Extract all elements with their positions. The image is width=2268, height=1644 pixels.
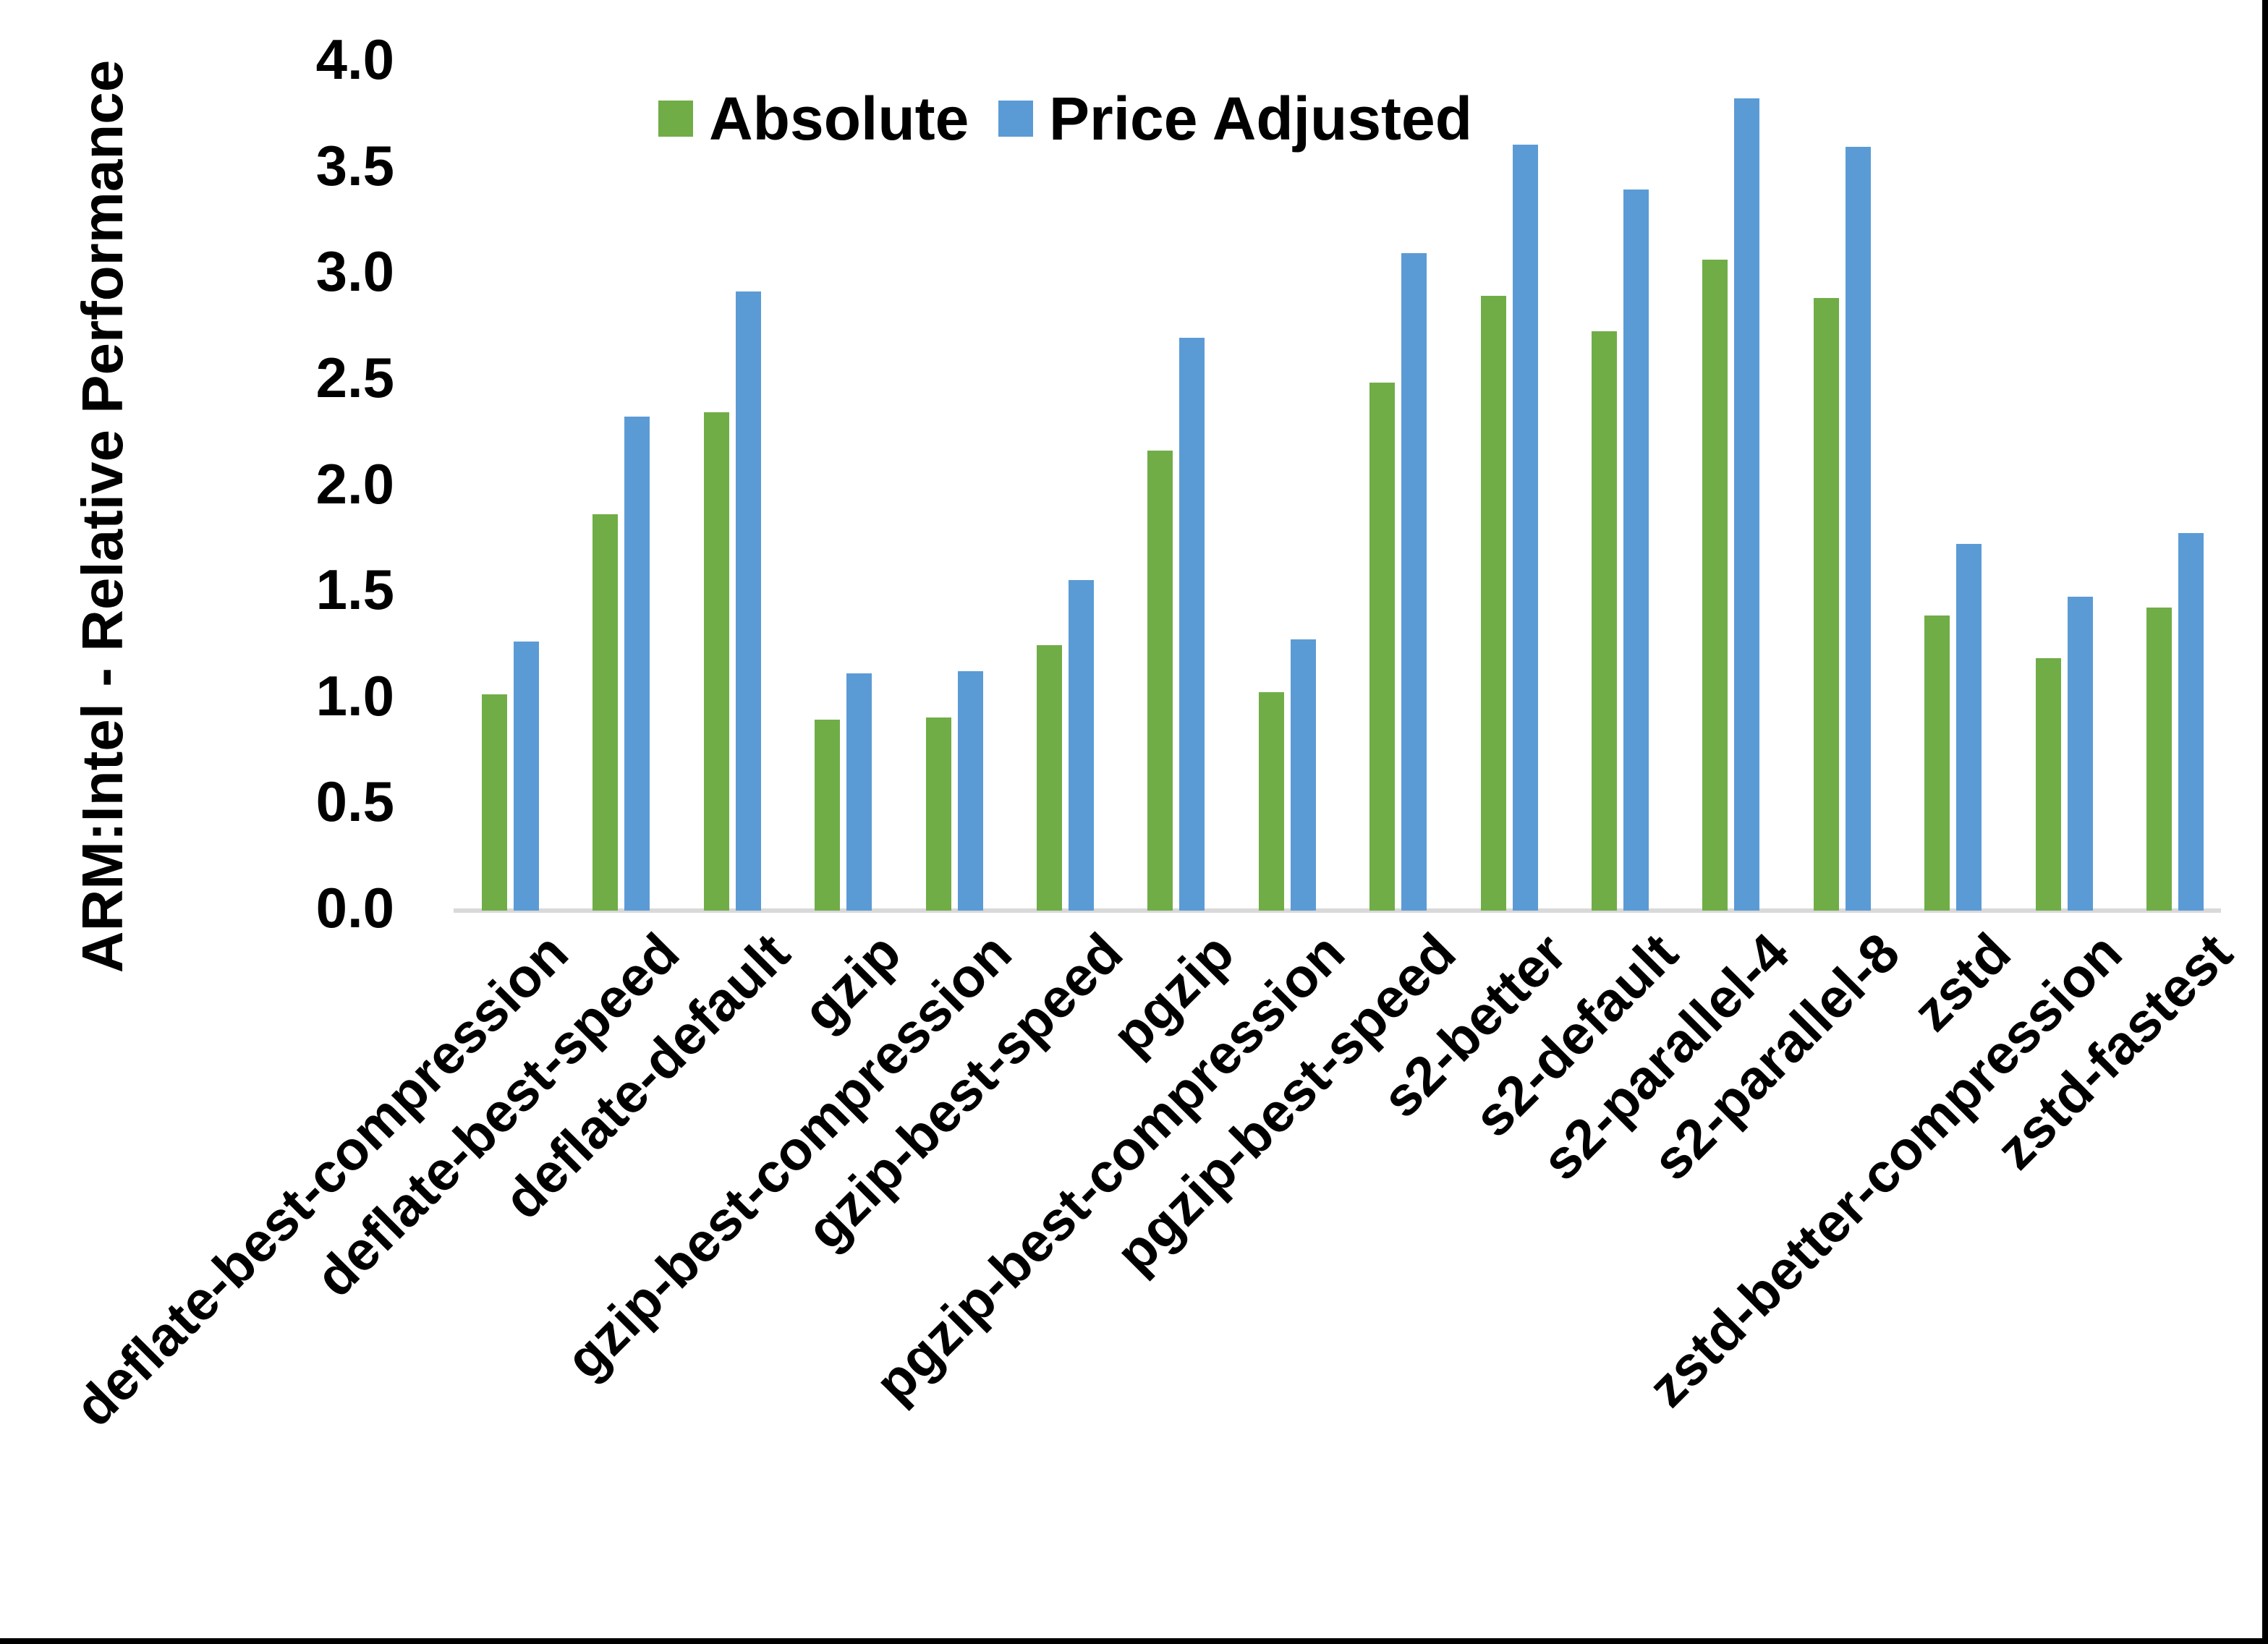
bar-absolute-zstd-better-compression	[2036, 658, 2061, 911]
bar-price-adjusted-pgzip	[1179, 338, 1205, 911]
frame-right-edge	[2262, 0, 2268, 1644]
y-tick-label: 0.0	[315, 875, 394, 940]
bar-absolute-gzip	[815, 720, 840, 911]
bar-price-adjusted-zstd-better-compression	[2068, 597, 2093, 911]
bar-price-adjusted-gzip-best-speed	[1069, 580, 1094, 911]
bar-absolute-s2-default	[1592, 331, 1617, 911]
y-tick-label: 0.5	[315, 770, 394, 834]
y-tick-label: 4.0	[315, 27, 394, 91]
y-tick-label: 2.5	[315, 345, 394, 409]
x-axis-line	[454, 908, 2221, 913]
bar-price-adjusted-deflate-best-speed	[624, 417, 650, 911]
legend-swatch-icon	[658, 101, 693, 137]
bar-price-adjusted-gzip	[846, 673, 872, 911]
bar-price-adjusted-pgzip-best-compression	[1291, 639, 1316, 911]
y-tick-label: 1.0	[315, 663, 394, 728]
frame-bottom-edge	[0, 1638, 2268, 1644]
legend-label: Absolute	[709, 85, 969, 153]
bar-absolute-deflate-best-speed	[593, 514, 618, 911]
bar-absolute-s2-better	[1481, 296, 1506, 911]
bar-absolute-s2-parallel-8	[1814, 298, 1839, 911]
legend-label: Price Adjusted	[1049, 85, 1473, 153]
legend-item[interactable]: Absolute	[658, 88, 969, 149]
bar-absolute-zstd	[1924, 616, 1950, 911]
bar-absolute-gzip-best-speed	[1037, 645, 1062, 911]
bar-absolute-s2-parallel-4	[1702, 260, 1728, 911]
bar-absolute-pgzip	[1147, 451, 1173, 911]
bar-absolute-deflate-best-compression	[482, 694, 507, 911]
bar-price-adjusted-deflate-best-compression	[514, 642, 539, 911]
y-tick-label: 3.0	[315, 239, 394, 304]
y-axis-title: ARM:Intel - Relative Performance	[70, 59, 135, 974]
bar-price-adjusted-zstd	[1956, 544, 1982, 911]
bar-price-adjusted-gzip-best-compression	[958, 671, 983, 911]
bar-price-adjusted-s2-parallel-4	[1734, 98, 1759, 911]
bar-absolute-deflate-default	[704, 412, 729, 911]
bar-absolute-gzip-best-compression	[926, 717, 951, 911]
bar-absolute-zstd-fastest	[2146, 608, 2172, 911]
y-tick-label: 3.5	[315, 133, 394, 197]
y-tick-label: 2.0	[315, 451, 394, 516]
y-tick-label: 1.5	[315, 557, 394, 621]
bar-price-adjusted-s2-better	[1513, 145, 1538, 911]
legend-item[interactable]: Price Adjusted	[998, 88, 1472, 149]
legend-swatch-icon	[998, 101, 1033, 137]
bar-price-adjusted-deflate-default	[736, 291, 761, 911]
bar-price-adjusted-s2-default	[1623, 189, 1649, 911]
bar-price-adjusted-pgzip-best-speed	[1401, 253, 1427, 911]
bar-price-adjusted-zstd-fastest	[2178, 533, 2204, 911]
bar-absolute-pgzip-best-compression	[1259, 692, 1284, 911]
bar-price-adjusted-s2-parallel-8	[1846, 147, 1871, 911]
bar-absolute-pgzip-best-speed	[1369, 383, 1395, 911]
